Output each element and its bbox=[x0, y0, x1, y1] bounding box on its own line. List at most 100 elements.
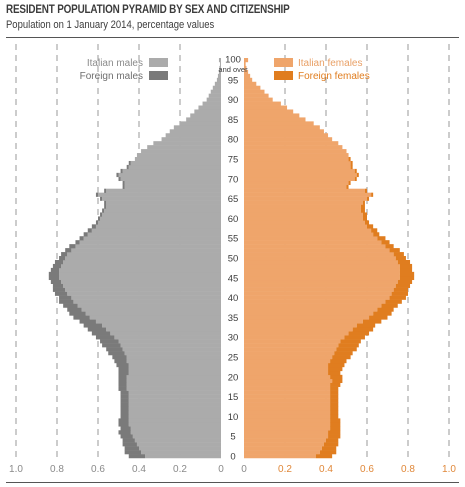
bar-italian-females-age-57 bbox=[244, 228, 372, 233]
bar-foreign-males-age-14 bbox=[120, 398, 129, 403]
bar-italian-females-age-1 bbox=[244, 450, 320, 455]
bar-italian-females-age-10 bbox=[244, 414, 331, 419]
bar-italian-males-age-25 bbox=[126, 355, 221, 360]
bar-italian-females-age-41 bbox=[244, 291, 392, 296]
bar-italian-males-age-0 bbox=[145, 454, 221, 459]
bar-foreign-females-age-75 bbox=[348, 157, 351, 162]
chart-subtitle: Population on 1 January 2014, percentage… bbox=[6, 19, 215, 31]
bar-italian-males-age-13 bbox=[128, 402, 221, 407]
bar-foreign-males-age-47 bbox=[50, 267, 60, 273]
age-tick-20: 20 bbox=[228, 372, 239, 383]
bar-foreign-females-age-46 bbox=[399, 271, 415, 277]
x-tick-right-5: 1.0 bbox=[442, 464, 456, 475]
bar-foreign-males-age-59 bbox=[95, 220, 98, 225]
bar-italian-females-age-4 bbox=[244, 438, 326, 443]
bar-italian-females-age-63 bbox=[244, 204, 361, 209]
bar-foreign-males-age-12 bbox=[120, 406, 129, 411]
bar-foreign-females-age-0 bbox=[315, 454, 333, 459]
bar-italian-males-age-100 bbox=[218, 58, 221, 63]
bar-italian-females-age-50 bbox=[244, 256, 396, 261]
bar-foreign-females-age-66 bbox=[371, 192, 374, 197]
bar-foreign-females-age-6 bbox=[328, 430, 341, 435]
bar-foreign-males-age-57 bbox=[87, 228, 92, 233]
bar-italian-females-age-30 bbox=[244, 335, 345, 340]
bar-italian-females-age-20 bbox=[244, 374, 331, 380]
bar-italian-females-age-5 bbox=[244, 434, 329, 439]
bar-foreign-females-age-43 bbox=[395, 283, 411, 288]
age-tick-95: 95 bbox=[228, 75, 239, 86]
bar-italian-males-age-64 bbox=[106, 200, 221, 205]
bar-italian-males-age-6 bbox=[130, 430, 221, 435]
bar-italian-males-age-29 bbox=[118, 339, 221, 344]
bar-foreign-males-age-54 bbox=[75, 240, 80, 245]
bar-italian-males-age-70 bbox=[120, 176, 221, 182]
bar-foreign-males-age-42 bbox=[52, 287, 66, 292]
x-tick-left-1: 0.8 bbox=[50, 464, 64, 475]
bar-italian-females-age-100 bbox=[244, 58, 249, 63]
bar-foreign-females-age-33 bbox=[356, 323, 376, 328]
bar-italian-males-age-43 bbox=[63, 283, 222, 288]
bar-italian-females-age-84 bbox=[244, 121, 314, 126]
x-tick-right-2: 0.4 bbox=[319, 464, 333, 475]
bar-foreign-females-age-13 bbox=[330, 402, 339, 407]
x-tick-right-3: 0.6 bbox=[360, 464, 374, 475]
bar-foreign-males-age-49 bbox=[54, 259, 64, 265]
bar-foreign-males-age-44 bbox=[50, 279, 62, 284]
bar-italian-females-age-78 bbox=[244, 145, 343, 150]
bar-foreign-males-age-7 bbox=[120, 426, 131, 431]
bar-foreign-males-age-45 bbox=[48, 275, 60, 281]
bar-foreign-males-age-38 bbox=[63, 303, 78, 308]
bar-foreign-females-age-18 bbox=[330, 382, 341, 387]
bar-foreign-males-age-22 bbox=[118, 366, 129, 372]
bar-italian-males-age-91 bbox=[208, 93, 221, 98]
bar-italian-males-age-79 bbox=[153, 141, 221, 146]
bar-italian-males-age-68 bbox=[124, 184, 221, 189]
bar-foreign-males-age-2 bbox=[124, 446, 139, 451]
bar-italian-females-age-16 bbox=[244, 390, 331, 395]
bar-foreign-males-age-67 bbox=[104, 188, 107, 193]
bar-foreign-females-age-26 bbox=[334, 351, 353, 356]
bar-italian-females-age-94 bbox=[244, 81, 257, 86]
bar-foreign-males-age-69 bbox=[122, 180, 125, 185]
bar-foreign-females-age-68 bbox=[346, 184, 349, 189]
bar-foreign-females-age-48 bbox=[399, 263, 413, 269]
bar-foreign-females-age-4 bbox=[326, 438, 339, 443]
bar-italian-females-age-44 bbox=[244, 279, 398, 284]
bar-italian-males-age-85 bbox=[186, 117, 221, 122]
bar-foreign-females-age-28 bbox=[338, 343, 359, 348]
bar-foreign-males-age-11 bbox=[120, 410, 129, 415]
bar-italian-males-age-33 bbox=[102, 323, 221, 328]
bar-italian-males-age-80 bbox=[161, 137, 221, 142]
age-tick-55: 55 bbox=[228, 234, 239, 245]
bar-foreign-males-age-10 bbox=[120, 414, 129, 419]
bar-foreign-males-age-50 bbox=[59, 256, 66, 261]
bar-italian-males-age-56 bbox=[87, 232, 221, 237]
x-tick-left-2: 0.6 bbox=[91, 464, 105, 475]
bar-foreign-males-age-0 bbox=[128, 454, 146, 459]
bar-italian-males-age-61 bbox=[102, 212, 221, 217]
bar-italian-males-age-66 bbox=[98, 192, 221, 197]
bar-italian-males-age-77 bbox=[141, 149, 221, 154]
bar-italian-females-age-85 bbox=[244, 117, 306, 122]
bar-foreign-females-age-11 bbox=[330, 410, 339, 415]
bar-italian-females-age-70 bbox=[244, 176, 355, 182]
bar-foreign-males-age-20 bbox=[118, 374, 127, 380]
bar-italian-females-age-98 bbox=[244, 65, 247, 71]
bar-foreign-females-age-61 bbox=[362, 212, 367, 217]
bar-italian-males-age-26 bbox=[124, 351, 221, 356]
x-tick-left-0: 1.0 bbox=[9, 464, 23, 475]
bar-foreign-males-age-71 bbox=[116, 172, 119, 178]
age-tick-50: 50 bbox=[228, 254, 239, 265]
bar-italian-females-age-65 bbox=[244, 196, 367, 201]
bar-italian-males-age-88 bbox=[198, 105, 221, 110]
age-tick-15: 15 bbox=[228, 392, 239, 403]
bar-italian-females-age-38 bbox=[244, 303, 382, 308]
bar-italian-females-age-27 bbox=[244, 347, 337, 352]
bar-italian-males-age-54 bbox=[79, 240, 221, 245]
bar-italian-females-age-88 bbox=[244, 105, 288, 110]
bar-foreign-males-age-60 bbox=[98, 216, 101, 221]
bar-italian-females-age-31 bbox=[244, 331, 349, 336]
bar-italian-males-age-11 bbox=[128, 410, 221, 415]
bar-italian-males-age-18 bbox=[126, 382, 221, 387]
x-axis-ticks: 1.0 0.8 0.6 0.4 0.2 0 0 0.2 0.4 0.6 0.8 1.0 bbox=[9, 464, 456, 475]
